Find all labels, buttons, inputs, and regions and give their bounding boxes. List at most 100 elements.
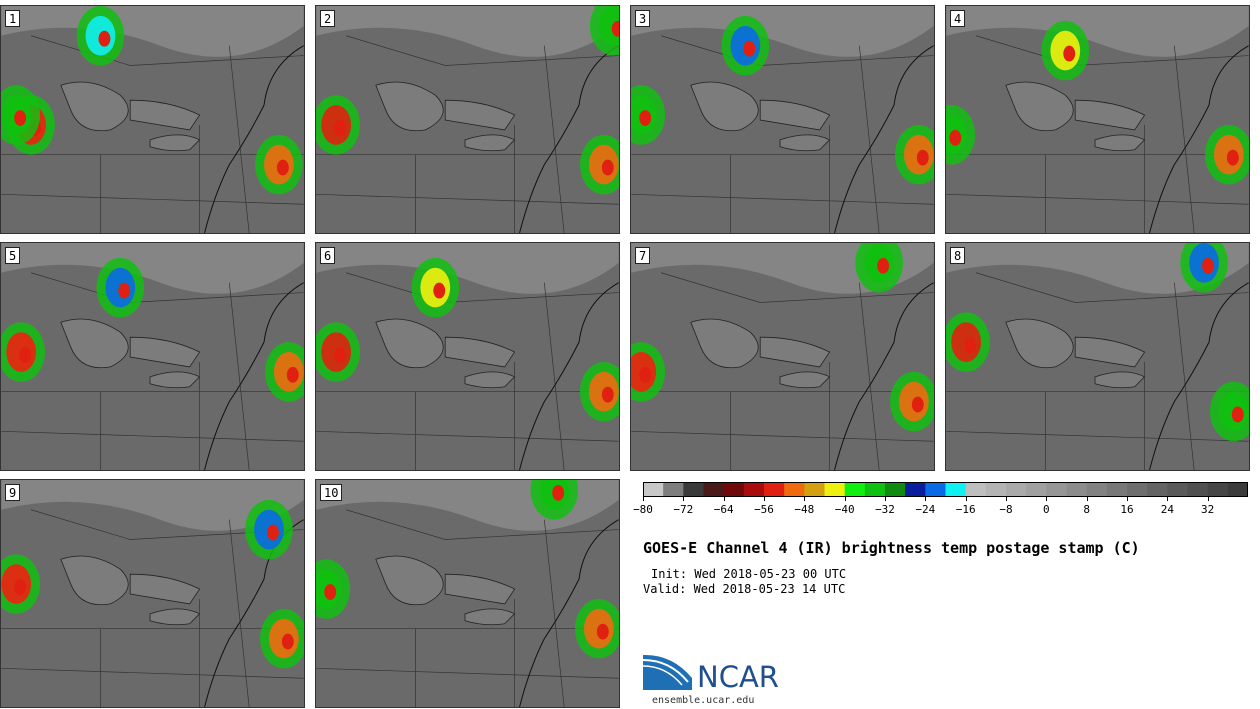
colorbar-segment (1086, 482, 1108, 497)
colorbar-segment (1147, 482, 1168, 497)
storm-peak (611, 20, 619, 37)
great-lakes (375, 318, 516, 389)
panel-number: 8 (950, 247, 966, 264)
great-lakes (375, 555, 516, 626)
colorbar-tick (1207, 497, 1209, 501)
panel-number: 1 (5, 10, 21, 27)
storm-peak (334, 119, 347, 136)
storm-peak (118, 282, 131, 299)
state-borders (1, 35, 304, 233)
panel-number: 6 (320, 247, 336, 264)
satellite-map (1, 480, 304, 707)
colorbar-tick-label: −8 (999, 503, 1013, 516)
colorbar-tick-label: −80 (633, 503, 653, 516)
colorbar-segment (1127, 482, 1148, 497)
colorbar-segment (1207, 482, 1229, 497)
coastline (204, 45, 304, 233)
state-borders (1, 272, 304, 470)
storm-peak (276, 159, 289, 176)
storm-peak (1226, 149, 1239, 166)
colorbar-segment (764, 482, 785, 497)
panel-number: 5 (5, 247, 21, 264)
panel-number: 3 (635, 10, 651, 27)
panel-number: 4 (950, 10, 966, 27)
great-lakes (690, 318, 831, 389)
colorbar-tick (643, 497, 644, 501)
satellite-map (631, 6, 934, 233)
figure-title: GOES-E Channel 4 (IR) brightness temp po… (643, 539, 1140, 557)
map-panel-6: 6 (315, 242, 620, 471)
colorbar-tick-label: 0 (1043, 503, 1050, 516)
panel-number: 7 (635, 247, 651, 264)
cloud-band (1, 243, 304, 294)
colorbar-tick (683, 497, 685, 501)
coastline (519, 45, 619, 233)
colorbar-segment (965, 482, 987, 497)
storm-peak (98, 30, 111, 47)
storm-peak (639, 110, 652, 126)
coastline (519, 282, 619, 470)
storm-peak (916, 149, 929, 166)
colorbar-tick-label: −64 (713, 503, 734, 516)
storm-peak (266, 524, 279, 541)
map-panel-9: 9 (0, 479, 305, 708)
colorbar-segment (844, 482, 866, 497)
great-lakes (375, 81, 516, 152)
colorbar-segment (723, 482, 745, 497)
storm-peak (639, 366, 652, 383)
colorbar-segment (1187, 482, 1209, 497)
storm-peak (1202, 257, 1214, 274)
satellite-map (946, 243, 1249, 470)
state-borders (316, 509, 619, 707)
panel-number: 9 (5, 484, 21, 501)
state-borders (316, 35, 619, 233)
satellite-map (316, 243, 619, 470)
colorbar-segment (1227, 482, 1248, 497)
ncar-logo (642, 654, 692, 690)
map-panel-4: 4 (945, 5, 1250, 234)
storm-peak (1231, 406, 1244, 423)
map-panel-10: 10 (315, 479, 620, 708)
colorbar-tick (1086, 497, 1088, 501)
colorbar-segment (703, 482, 725, 497)
colorbar-tick (1046, 497, 1048, 501)
state-borders (946, 272, 1249, 470)
storm-peak (14, 579, 27, 595)
colorbar-segment (1006, 482, 1027, 497)
cloud-band (316, 6, 619, 57)
colorbar-segment (945, 482, 967, 497)
colorbar-segment (824, 482, 846, 497)
storm-peak (324, 584, 337, 600)
colorbar-tick (844, 497, 846, 501)
storm-peak (877, 257, 890, 274)
satellite-map (316, 6, 619, 233)
storm-peak (964, 337, 977, 354)
cloud-band (946, 6, 1249, 57)
colorbar-tick-label: 32 (1201, 503, 1215, 516)
colorbar-segment (985, 482, 1007, 497)
map-panel-2: 2 (315, 5, 620, 234)
panel-number: 10 (320, 484, 343, 501)
valid-time: Valid: Wed 2018-05-23 14 UTC (643, 582, 846, 596)
state-borders (316, 272, 619, 470)
colorbar-tick-label: 8 (1083, 503, 1090, 516)
cloud-band (316, 243, 619, 294)
colorbar-tick-label: −48 (794, 503, 815, 516)
colorbar-tick-label: −40 (834, 503, 855, 516)
colorbar-segment (663, 482, 684, 497)
state-borders (1, 509, 304, 707)
storm-peak (286, 366, 299, 383)
coastline (204, 282, 304, 470)
colorbar-tick (1006, 497, 1007, 501)
great-lakes (1005, 81, 1146, 152)
colorbar-tick (1127, 497, 1128, 501)
satellite-map (1, 6, 304, 233)
state-borders (631, 35, 934, 233)
colorbar-segment (1026, 482, 1047, 497)
storm-core (598, 6, 619, 46)
map-panel-3: 3 (630, 5, 935, 234)
coastline (1149, 45, 1249, 233)
colorbar-segment (784, 482, 805, 497)
colorbar-segment (643, 482, 664, 497)
colorbar-segment (1167, 482, 1188, 497)
